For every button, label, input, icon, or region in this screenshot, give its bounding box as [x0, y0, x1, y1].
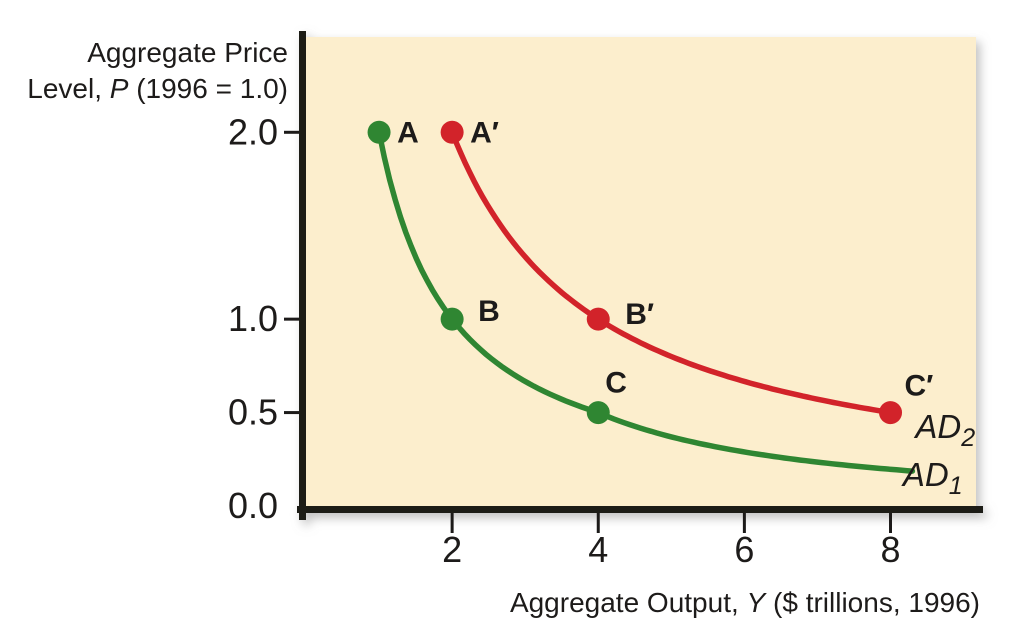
x-tick-label: 8	[880, 529, 900, 570]
point-label-a-prime: A′	[470, 116, 499, 149]
x-tick-label: 6	[734, 529, 754, 570]
y-tick-label: 0.0	[228, 485, 278, 526]
point-label-c: C	[605, 367, 627, 400]
ad1-curve	[376, 129, 916, 474]
plot-background	[306, 37, 976, 506]
y-axis-line	[299, 31, 306, 520]
points-group	[367, 120, 903, 425]
curve-label-ad2: AD2	[913, 408, 975, 452]
y-tick-label: 0.5	[228, 392, 278, 433]
plot-box-shadow-group	[297, 31, 983, 520]
point-dot-b	[440, 307, 464, 331]
x-axis-line	[297, 506, 983, 513]
point-dot-c-prime	[879, 401, 903, 425]
y-axis-title-line1: Aggregate Price	[87, 37, 288, 68]
point-dot-c	[586, 401, 610, 425]
curve-label-ad1: AD1	[901, 456, 963, 500]
y-axis-title-line2: Level, P (1996 = 1.0)	[27, 73, 288, 104]
ad2-curve	[449, 129, 894, 416]
point-label-c-prime: C′	[905, 370, 934, 403]
point-label-b-prime: B′	[625, 298, 654, 331]
y-tick-label: 1.0	[228, 298, 278, 339]
plot-area-group	[297, 31, 983, 520]
point-dot-a-prime	[440, 120, 464, 144]
point-label-a: A	[397, 116, 419, 149]
x-tick-label: 4	[588, 529, 608, 570]
point-dot-b-prime	[586, 307, 610, 331]
point-dot-a	[367, 120, 391, 144]
curves-group	[376, 129, 916, 474]
axis-ticks-group: 2 4 6 8 2.0 1.0 0.5 0.0	[228, 111, 901, 570]
x-tick-label: 2	[442, 529, 462, 570]
axis-titles-group: Aggregate Price Level, P (1996 = 1.0) Aggr…	[27, 37, 980, 618]
y-tick-label: 2.0	[228, 111, 278, 152]
x-axis-title: Aggregate Output, Y ($ trillions, 1996)	[510, 587, 980, 618]
point-label-b: B	[478, 295, 500, 328]
